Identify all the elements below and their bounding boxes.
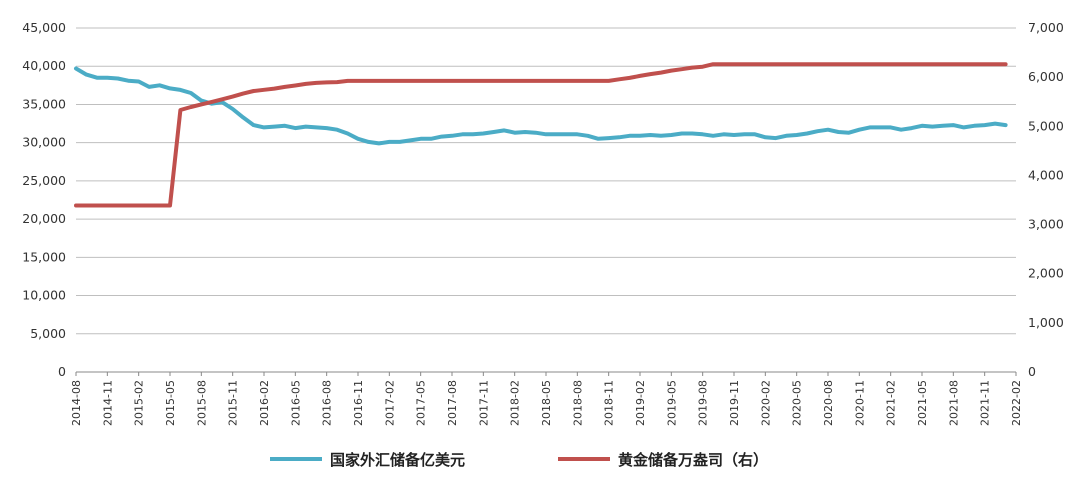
x-tick-label: 2020-08 xyxy=(822,380,835,426)
x-tick-label: 2019-08 xyxy=(697,380,710,426)
x-tick-label: 2021-05 xyxy=(916,380,929,426)
y-right-tick-label: 1,000 xyxy=(1028,315,1064,330)
x-tick-label: 2018-08 xyxy=(571,380,584,426)
y-left-tick-label: 45,000 xyxy=(22,20,66,35)
y-left-tick-label: 10,000 xyxy=(22,288,66,303)
x-tick-label: 2014-08 xyxy=(70,380,83,426)
x-tick-label: 2017-08 xyxy=(446,380,459,426)
y-right-tick-label: 5,000 xyxy=(1028,118,1064,133)
right-y-axis: 0 1,000 2,000 3,000 4,000 5,000 6,000 7,000 xyxy=(1028,20,1064,379)
x-tick-label: 2016-11 xyxy=(352,380,365,426)
y-right-tick-label: 7,000 xyxy=(1028,20,1064,35)
x-tick-label: 2015-02 xyxy=(133,380,146,426)
x-tick-label: 2017-02 xyxy=(383,380,396,426)
x-tick-label: 2019-02 xyxy=(634,380,647,426)
x-tick-label: 2020-05 xyxy=(791,380,804,426)
x-tick-label: 2019-11 xyxy=(728,380,741,426)
x-tick-label: 2017-11 xyxy=(477,380,490,426)
x-tick-label: 2018-02 xyxy=(509,380,522,426)
y-left-tick-label: 5,000 xyxy=(30,326,66,341)
x-axis: 2014-08 2014-11 2015-02 2015-05 2015-08 2015-… xyxy=(70,372,1023,426)
y-right-tick-label: 2,000 xyxy=(1028,266,1064,281)
legend-label-gold: 黄金储备万盎司（右） xyxy=(618,451,768,469)
left-y-axis: 0 5,000 10,000 15,000 20,000 25,000 30,000 35,0… xyxy=(22,20,66,379)
y-left-tick-label: 15,000 xyxy=(22,249,66,264)
y-left-tick-label: 20,000 xyxy=(22,211,66,226)
legend-label-forex: 国家外汇储备亿美元 xyxy=(330,451,465,469)
y-left-tick-label: 0 xyxy=(58,364,66,379)
x-tick-label: 2019-05 xyxy=(665,380,678,426)
x-tick-label: 2020-11 xyxy=(853,380,866,426)
x-tick-label: 2016-02 xyxy=(258,380,271,426)
x-tick-label: 2015-11 xyxy=(227,380,240,426)
y-right-tick-label: 0 xyxy=(1028,364,1036,379)
x-tick-label: 2018-05 xyxy=(540,380,553,426)
series-line-gold-reserves xyxy=(74,62,1008,208)
x-tick-label: 2016-05 xyxy=(289,380,302,426)
x-tick-label: 2021-11 xyxy=(979,380,992,426)
x-tick-label: 2018-11 xyxy=(603,380,616,426)
x-tick-label: 2015-05 xyxy=(164,380,177,426)
x-tick-label: 2014-11 xyxy=(101,380,114,426)
x-tick-label: 2021-02 xyxy=(885,380,898,426)
gridlines xyxy=(76,27,1016,373)
y-left-tick-label: 40,000 xyxy=(22,58,66,73)
y-right-tick-label: 4,000 xyxy=(1028,167,1064,182)
y-left-tick-label: 25,000 xyxy=(22,173,66,188)
y-left-tick-label: 30,000 xyxy=(22,135,66,150)
x-tick-label: 2015-08 xyxy=(195,380,208,426)
x-tick-label: 2017-05 xyxy=(415,380,428,426)
y-right-tick-label: 3,000 xyxy=(1028,217,1064,232)
y-left-tick-label: 35,000 xyxy=(22,96,66,111)
x-tick-label: 2016-08 xyxy=(321,380,334,426)
x-tick-label: 2022-02 xyxy=(1010,380,1023,426)
x-tick-label: 2021-08 xyxy=(947,380,960,426)
x-tick-label: 2020-02 xyxy=(759,380,772,426)
series-lines xyxy=(74,62,1008,208)
legend: 国家外汇储备亿美元 黄金储备万盎司（右） xyxy=(270,451,768,469)
y-right-tick-label: 6,000 xyxy=(1028,69,1064,84)
series-line-forex-reserves xyxy=(74,66,1008,146)
